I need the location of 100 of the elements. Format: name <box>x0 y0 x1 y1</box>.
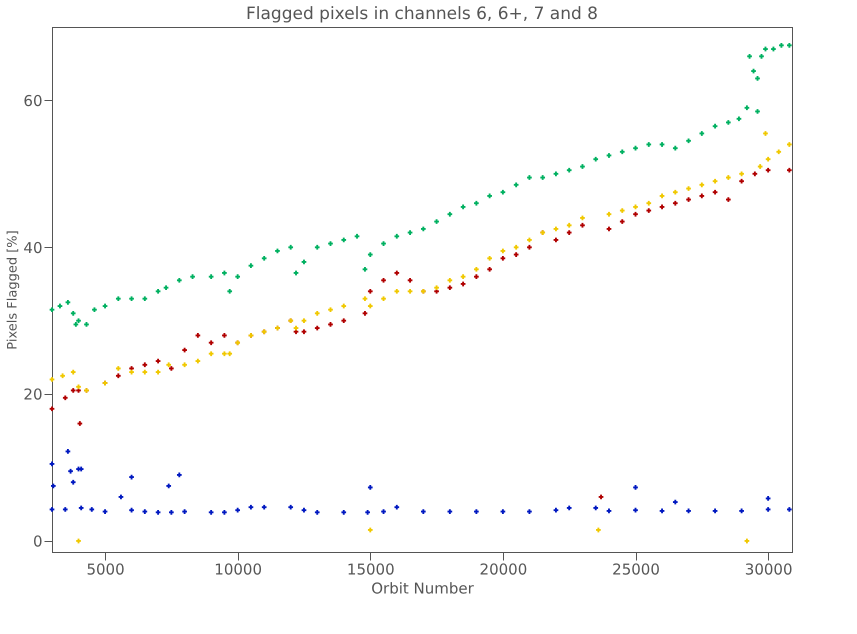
point <box>50 406 54 412</box>
point <box>448 285 452 290</box>
point <box>487 266 492 272</box>
point <box>68 468 73 474</box>
point <box>314 510 320 515</box>
point <box>156 358 160 364</box>
point <box>142 509 148 514</box>
point <box>368 485 373 490</box>
y-tick-label: 20 <box>23 386 42 404</box>
point <box>222 510 227 515</box>
x-tick-label: 25000 <box>612 560 660 578</box>
point <box>381 278 386 283</box>
point <box>660 204 664 210</box>
point <box>66 449 70 454</box>
point <box>787 168 792 173</box>
point <box>460 282 466 286</box>
point <box>752 172 758 176</box>
point <box>102 509 108 514</box>
point <box>394 270 400 276</box>
x-tick-label: 30000 <box>744 560 792 578</box>
point <box>368 288 373 294</box>
point <box>235 508 240 512</box>
point <box>712 190 718 195</box>
point <box>208 340 214 346</box>
point <box>129 508 134 512</box>
point <box>70 388 76 393</box>
point <box>381 509 386 514</box>
point <box>208 510 214 515</box>
point <box>248 504 254 510</box>
point <box>686 197 691 202</box>
point <box>89 507 94 512</box>
y-tick-label: 40 <box>23 238 42 257</box>
point <box>182 509 187 514</box>
point <box>633 508 638 512</box>
point <box>50 507 54 512</box>
point <box>118 494 124 500</box>
point <box>314 326 320 330</box>
point <box>606 508 612 514</box>
y-tick-label: 60 <box>23 92 42 110</box>
point <box>500 509 506 514</box>
chart-title: Flagged pixels in channels 6, 6+, 7 and 8 <box>246 4 598 24</box>
point <box>606 226 612 232</box>
point <box>142 362 148 368</box>
point <box>474 274 479 279</box>
point <box>686 508 691 514</box>
point <box>514 252 519 257</box>
point <box>169 366 174 371</box>
point <box>362 311 368 316</box>
x-tick-label: 10000 <box>214 560 262 578</box>
point <box>474 509 479 514</box>
x-tick-label: 5000 <box>86 560 125 578</box>
point <box>62 507 68 512</box>
point <box>633 212 638 217</box>
point <box>262 504 267 510</box>
point <box>222 333 227 338</box>
point <box>328 322 333 327</box>
point <box>420 509 426 514</box>
y-tick-label: 0 <box>32 532 42 550</box>
point <box>672 500 678 504</box>
point <box>766 496 770 501</box>
point <box>766 168 770 173</box>
point <box>566 506 572 510</box>
point <box>598 494 604 500</box>
point <box>527 509 532 514</box>
point <box>448 509 452 514</box>
point <box>176 472 182 478</box>
point <box>78 506 84 510</box>
x-tick-label: 20000 <box>480 560 528 578</box>
y-axis-title: Pixels Flagged [%] <box>5 230 20 350</box>
point <box>302 508 306 512</box>
point <box>580 222 585 228</box>
point <box>739 508 744 514</box>
x-axis-title: Orbit Number <box>371 580 475 598</box>
point <box>739 178 744 184</box>
point <box>156 510 160 515</box>
point <box>620 219 625 224</box>
point <box>50 484 56 488</box>
point <box>196 333 200 338</box>
point <box>408 278 412 283</box>
point <box>699 194 704 198</box>
point <box>302 329 306 334</box>
point <box>365 510 370 515</box>
point <box>633 485 638 490</box>
point <box>169 510 174 515</box>
x-tick-label: 15000 <box>346 560 395 578</box>
point <box>341 510 346 515</box>
point <box>660 508 664 514</box>
point <box>646 208 652 213</box>
point <box>712 508 718 514</box>
point <box>129 474 134 480</box>
point <box>566 230 572 235</box>
point <box>166 484 172 488</box>
point <box>182 348 187 352</box>
point <box>766 507 770 512</box>
point <box>726 197 731 202</box>
point <box>554 508 558 512</box>
point <box>554 238 558 242</box>
point <box>787 507 792 512</box>
point <box>50 462 54 466</box>
point <box>78 421 82 426</box>
